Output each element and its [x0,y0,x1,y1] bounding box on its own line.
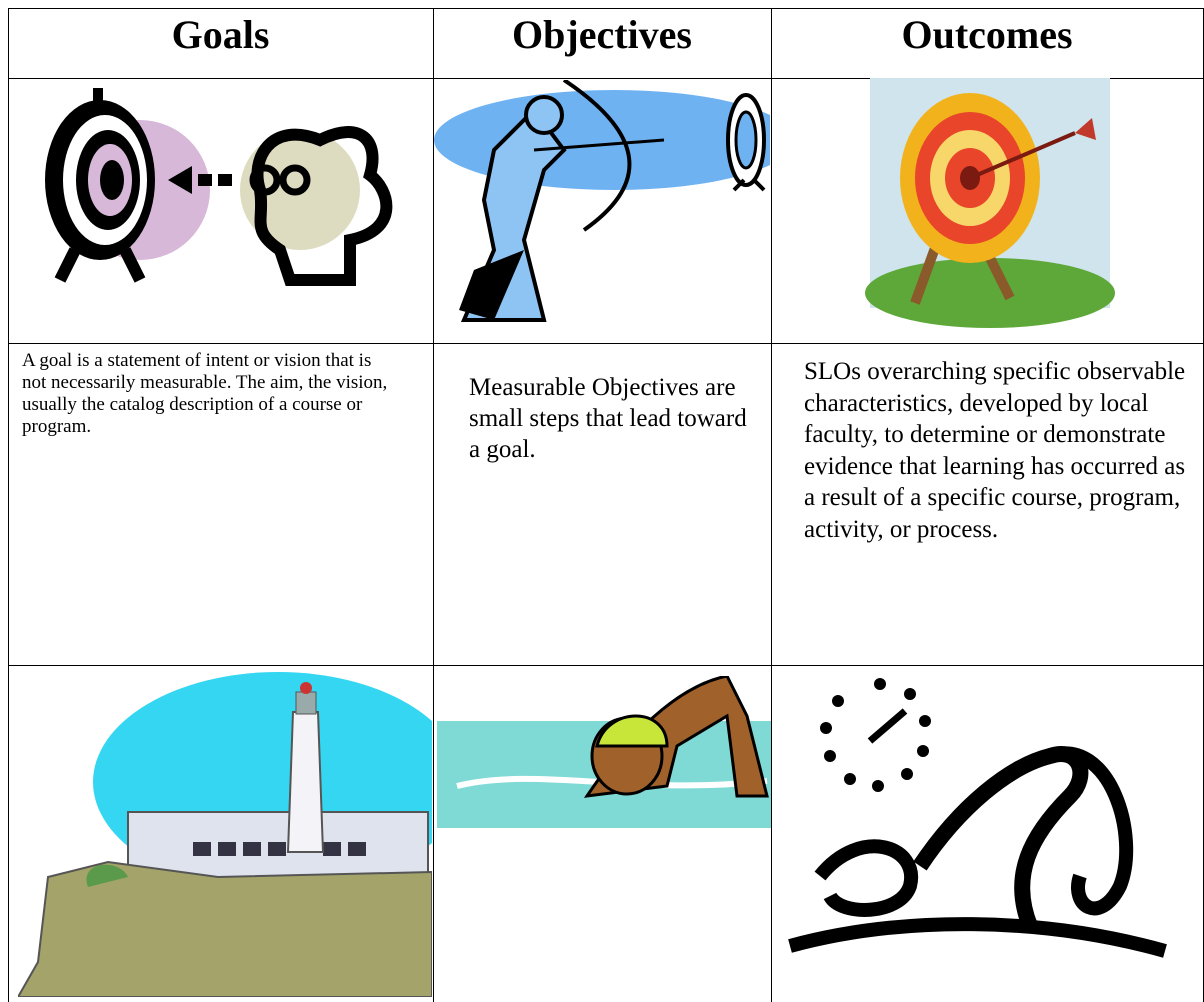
lighthouse-illustration [18,672,432,997]
table-border [8,665,1204,666]
table-border [771,8,772,1002]
target-face-illustration [45,88,393,286]
table-border [8,8,9,1002]
column-header: Outcomes [901,12,1073,57]
cell-text: SLOs overarching specific observable cha… [804,358,1186,543]
target-arrow-illustration [865,78,1115,328]
table-border [8,78,1204,79]
column-header: Goals [171,12,270,57]
cell-text: A goal is a statement of intent or visio… [22,350,388,437]
table-border [8,8,1204,9]
cell-text: Measurable Objectives are small steps th… [469,374,747,463]
archer-illustration [434,80,770,322]
table-border [433,8,434,1002]
swimmer-clock-illustration [788,678,1167,958]
table-border [8,343,1204,344]
swimmer-illustration [437,676,771,828]
column-header: Objectives [512,12,692,57]
